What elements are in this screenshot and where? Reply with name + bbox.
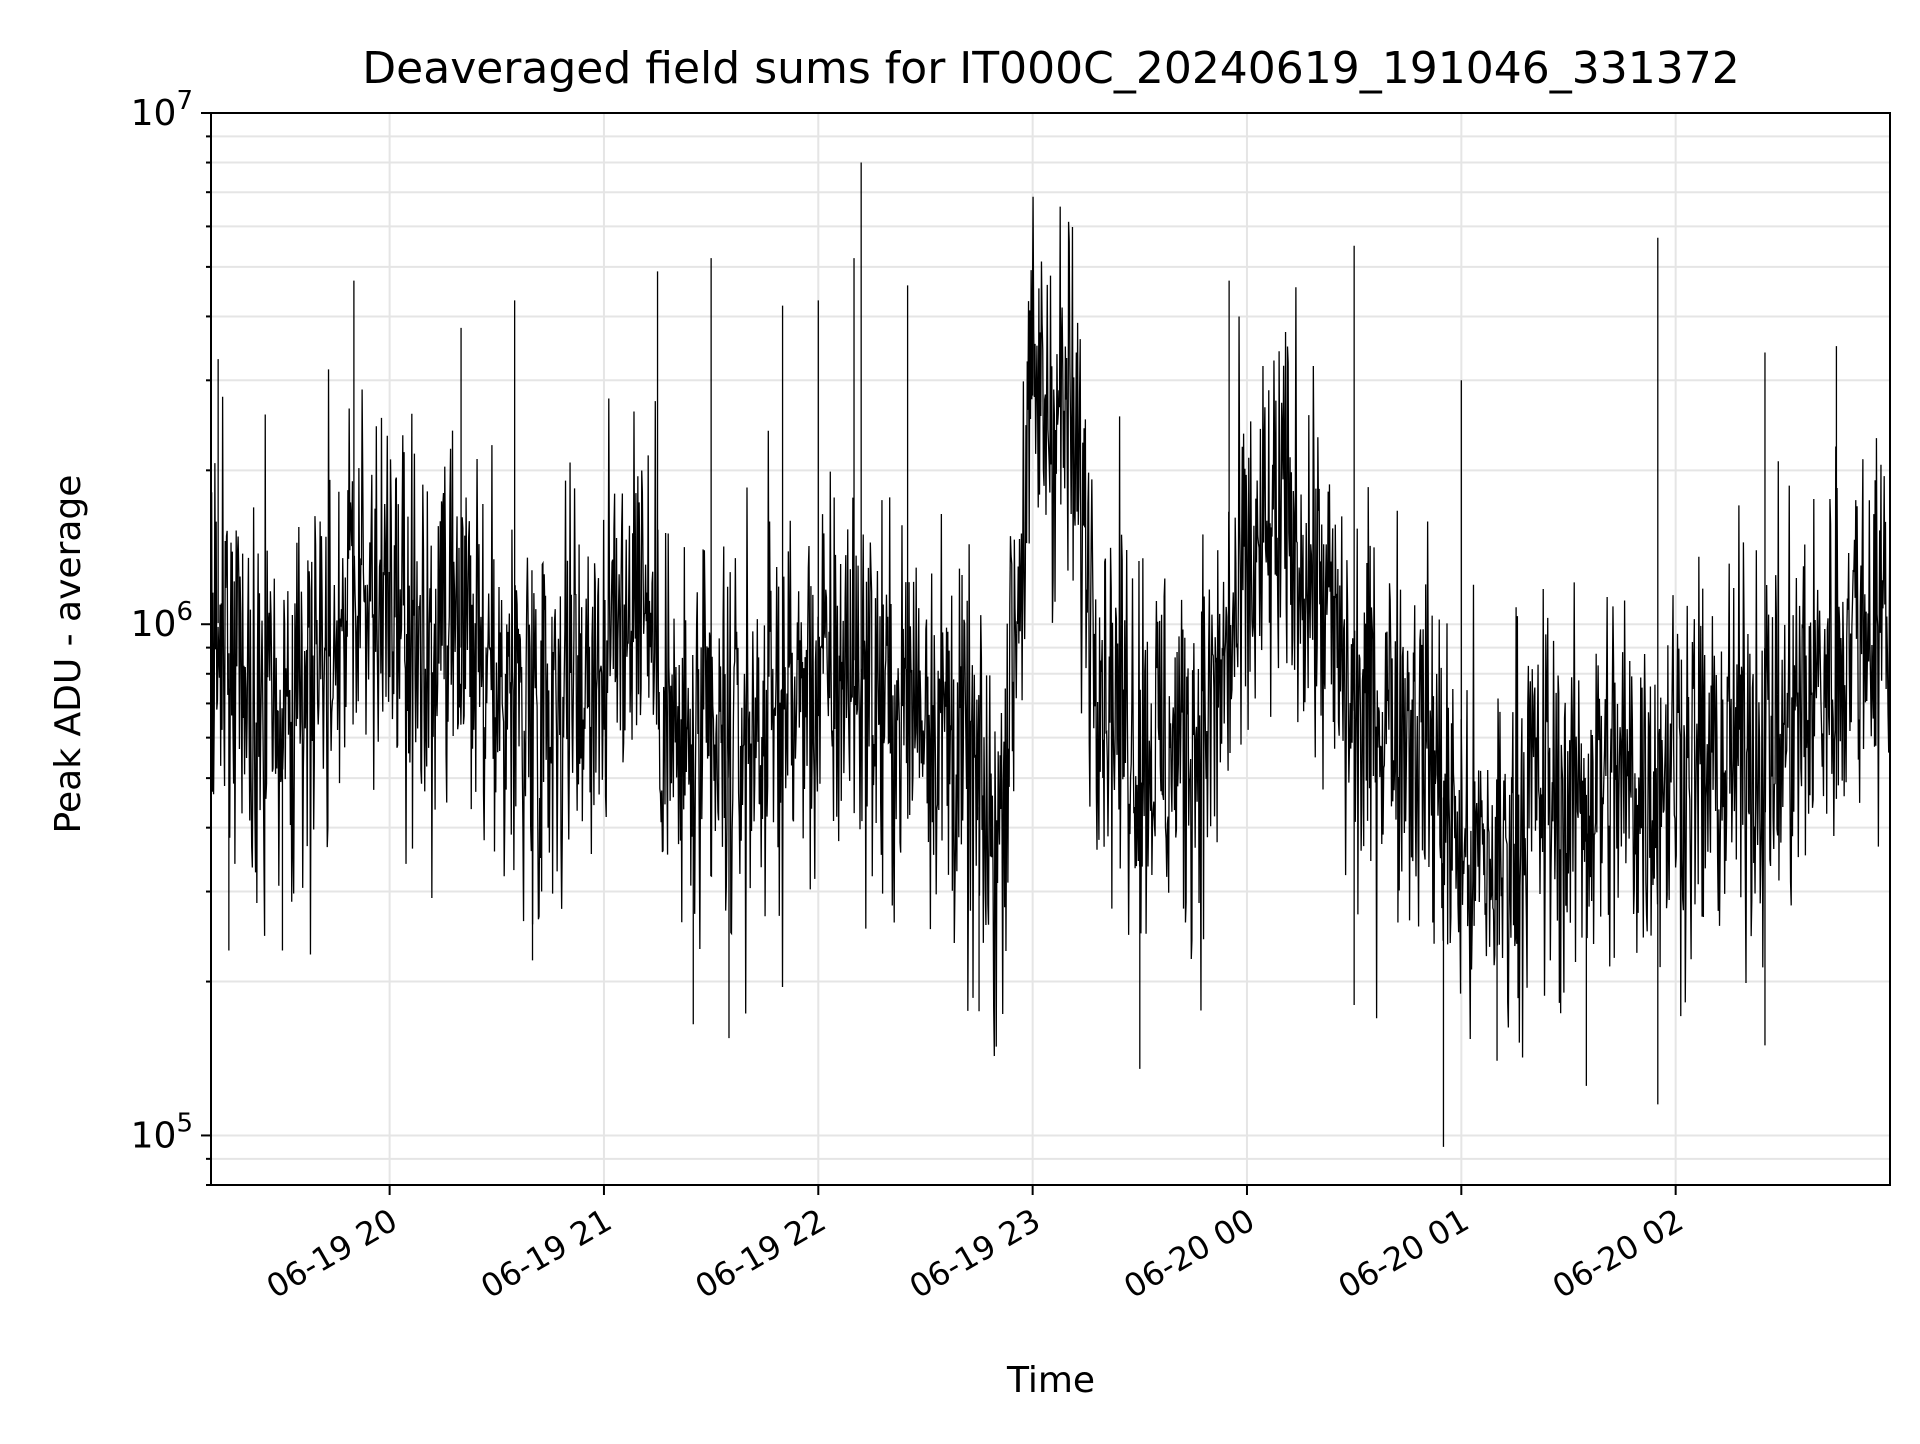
y-tick-label: 106: [131, 597, 193, 645]
y-tick-label: 105: [131, 1108, 193, 1156]
x-axis-label: Time: [1006, 1360, 1095, 1401]
y-tick-label: 107: [131, 86, 193, 134]
plot-frame: [210, 112, 1891, 1186]
y-axis-ticks: 105 106 107: [131, 86, 211, 1186]
series-layer: [210, 162, 1891, 1147]
y-axis-label: Peak ADU - average: [48, 475, 89, 834]
chart-title: Deaveraged field sums for IT000C_2024061…: [362, 43, 1739, 94]
series-line: [210, 196, 1891, 1058]
